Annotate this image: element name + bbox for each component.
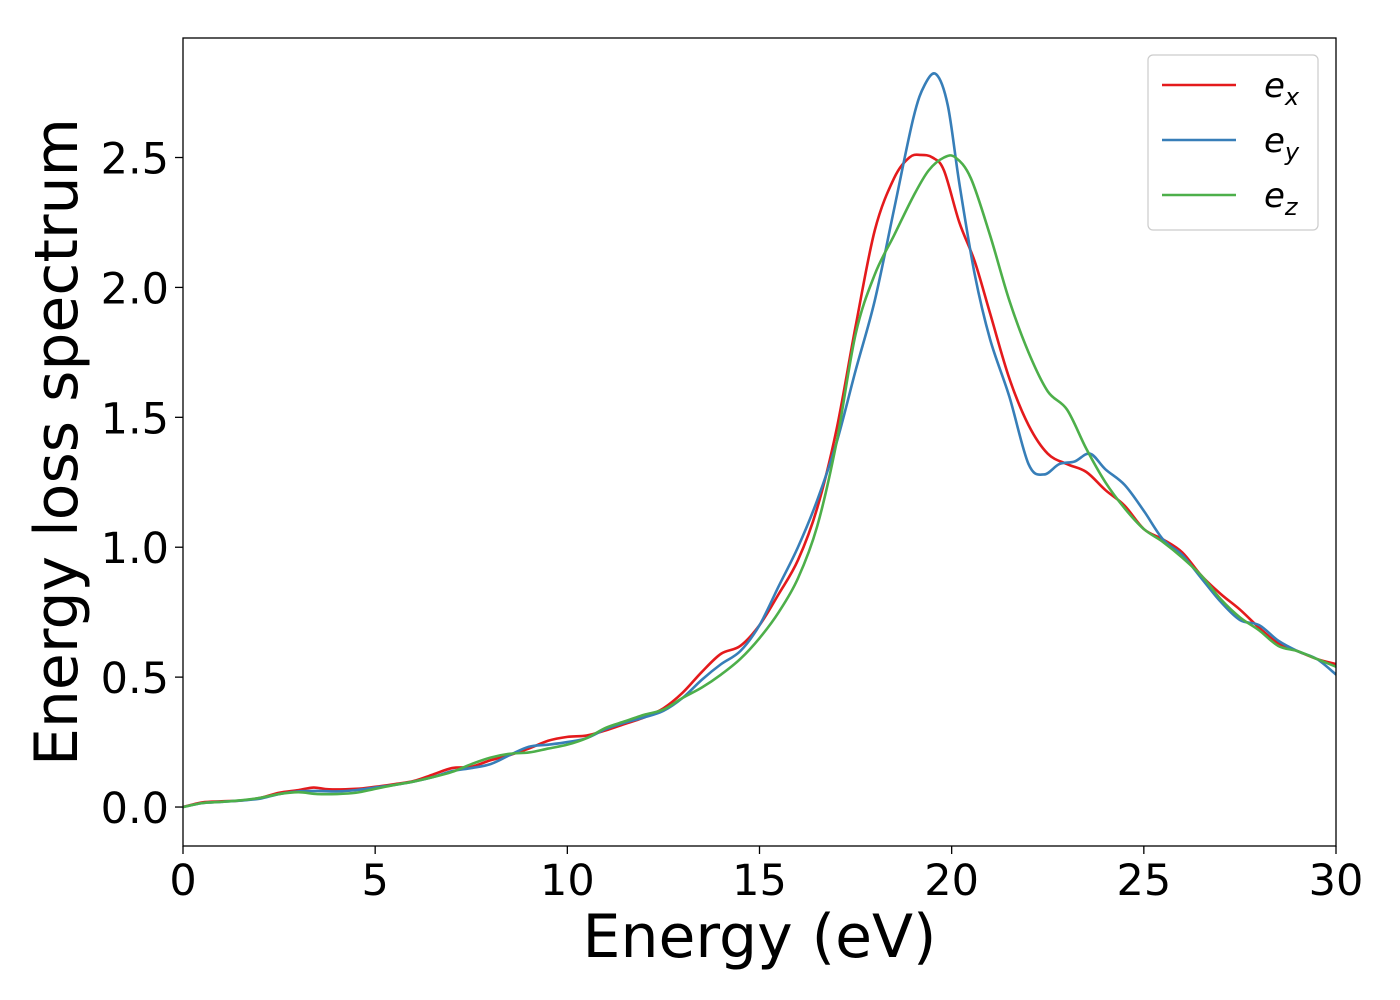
y-axis-title: Energy loss spectrum (22, 118, 92, 766)
legend: ex ey ez (1147, 54, 1319, 231)
x-tick-label: 30 (1309, 856, 1364, 906)
x-tick-label: 15 (732, 856, 787, 906)
legend-label-e-y: ey (1264, 121, 1300, 166)
plot-area (183, 38, 1336, 846)
x-axis: 0 5 10 15 20 25 30 (169, 846, 1363, 906)
x-tick-label: 25 (1116, 856, 1171, 906)
x-tick-label: 20 (924, 856, 979, 906)
legend-label-e-z: ez (1264, 176, 1299, 221)
y-axis: 0.0 0.5 1.0 1.5 2.0 2.5 (101, 135, 183, 834)
legend-label-e-x: ex (1264, 66, 1300, 111)
x-tick-label: 5 (361, 856, 388, 906)
y-tick-label: 1.5 (101, 394, 169, 444)
legend-box (1147, 54, 1319, 231)
y-tick-label: 2.5 (101, 135, 169, 185)
x-axis-title: Energy (eV) (583, 902, 937, 972)
y-tick-label: 0.0 (101, 784, 169, 834)
y-tick-label: 1.0 (101, 524, 169, 574)
series-layer (183, 72, 1336, 809)
y-tick-label: 0.5 (101, 654, 169, 704)
x-tick-label: 0 (169, 856, 196, 906)
x-tick-label: 10 (540, 856, 595, 906)
series-line-e-z (183, 154, 1336, 809)
y-tick-label: 2.0 (101, 264, 169, 314)
